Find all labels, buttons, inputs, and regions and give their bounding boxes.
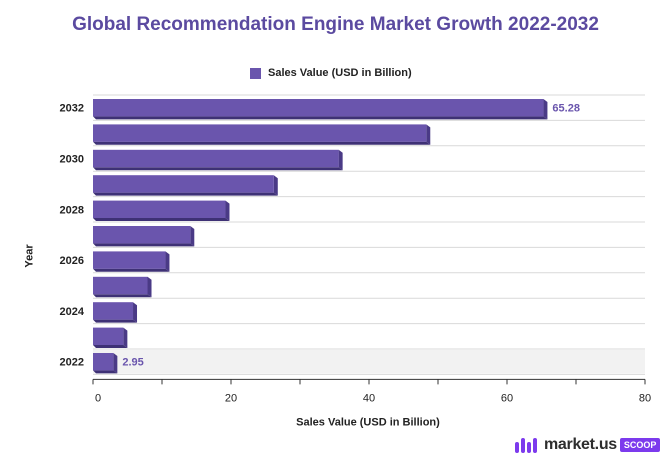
x-tick-label: 80: [639, 392, 651, 404]
bar: [93, 124, 427, 142]
row-band: [93, 350, 645, 374]
x-tick-label: 60: [501, 392, 513, 404]
y-tick-label: 2032: [60, 103, 84, 115]
bar: [93, 302, 134, 320]
brand-logo: market.us SCOOP: [514, 436, 661, 454]
bar: [93, 175, 274, 193]
bar-side: [113, 353, 118, 374]
bar-side: [123, 327, 128, 348]
y-tick-label: 2030: [60, 154, 84, 166]
y-tick-label: 2024: [60, 306, 85, 318]
y-tick-label: 2028: [60, 204, 84, 216]
bar-side: [190, 226, 195, 247]
bar-side: [426, 124, 431, 145]
bar-shadow: [93, 141, 431, 145]
x-tick-label: 40: [363, 392, 375, 404]
bar-side: [147, 276, 152, 298]
bar-side: [225, 200, 230, 221]
bar-shadow: [93, 268, 170, 272]
chart-title: Global Recommendation Engine Market Grow…: [72, 14, 599, 35]
legend-label: Sales Value (USD in Billion): [268, 67, 412, 79]
bar: [93, 327, 124, 345]
bar: [93, 251, 166, 269]
bar-shadow: [93, 116, 548, 120]
market-us-logo-icon: [515, 438, 537, 453]
bar: [93, 276, 148, 295]
bar: [93, 353, 114, 371]
logo-badge: SCOOP: [619, 438, 661, 452]
bar-shadow: [93, 319, 138, 323]
bar-shadow: [93, 192, 278, 196]
bar-side: [273, 175, 278, 196]
x-axis-label: Sales Value (USD in Billion): [296, 416, 440, 428]
y-axis-label: Year: [23, 244, 36, 268]
bar-shadow: [93, 345, 128, 348]
bar-side: [165, 251, 170, 272]
x-tick-label: 20: [225, 392, 237, 404]
bar-shadow: [93, 294, 152, 298]
chart-legend: Sales Value (USD in Billion): [250, 67, 412, 79]
bar-side: [543, 99, 548, 120]
bar: [93, 149, 339, 168]
data-label: 65.28: [552, 103, 580, 115]
y-tick-label: 2022: [60, 357, 84, 369]
bar-shadow: [93, 218, 230, 221]
logo-text: market.us: [544, 436, 617, 453]
bar-shadow: [93, 243, 195, 247]
bar-shadow: [93, 370, 118, 374]
bar: [93, 200, 226, 218]
bar-side: [133, 302, 138, 323]
y-tick-label: 2026: [60, 255, 84, 267]
bar-shadow: [93, 167, 343, 171]
data-label: 2.95: [122, 357, 143, 369]
x-tick-label: 0: [95, 392, 101, 404]
bar-side: [338, 149, 343, 171]
bar: [93, 99, 544, 117]
legend-swatch: [250, 67, 261, 79]
bar: [93, 226, 191, 244]
